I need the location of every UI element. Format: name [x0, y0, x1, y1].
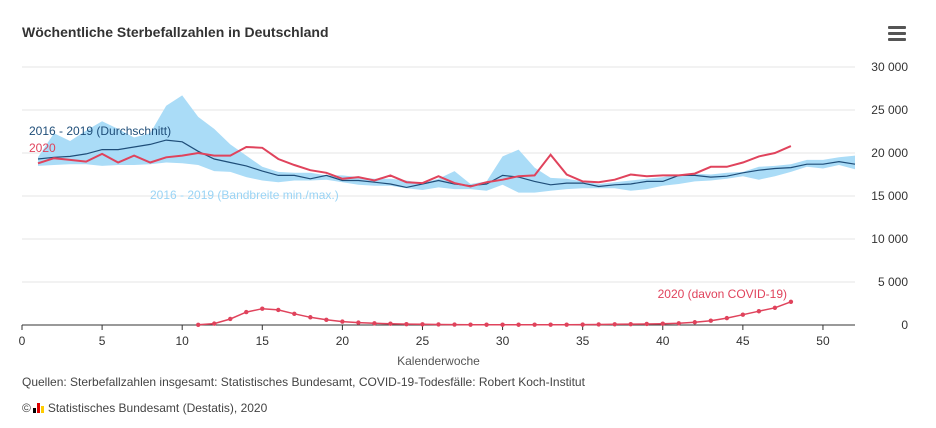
annotation-band: 2016 - 2019 (Bandbreite min./max.) — [150, 188, 339, 202]
covid-data-point — [660, 321, 665, 326]
covid-data-point — [340, 319, 345, 324]
covid-data-point — [628, 321, 633, 327]
destatis-logo-icon — [32, 403, 45, 413]
x-tick-label: 0 — [19, 334, 26, 348]
covid-data-point — [228, 316, 233, 322]
covid-data-point — [452, 322, 457, 327]
covid-data-point — [532, 322, 537, 327]
x-tick-label: 10 — [176, 334, 190, 348]
y-tick-label: 0 — [901, 318, 908, 332]
covid-data-point — [724, 315, 730, 321]
copyright-text: Statistisches Bundesamt (Destatis), 2020 — [47, 401, 268, 415]
covid-data-point — [356, 320, 361, 325]
covid-data-point — [212, 321, 217, 326]
covid-data-point — [756, 309, 762, 314]
covid-data-point — [564, 322, 569, 327]
copyright-note: © Statistisches Bundesamt (Destatis), 20… — [22, 401, 267, 415]
covid-data-point — [676, 321, 681, 326]
covid-data-point — [484, 322, 489, 327]
covid-data-point — [436, 322, 441, 327]
covid-data-point — [324, 317, 329, 323]
x-tick-label: 35 — [576, 334, 590, 348]
x-tick-label: 15 — [256, 334, 270, 348]
covid-data-point — [516, 322, 521, 327]
y-tick-label: 25 000 — [871, 103, 908, 117]
covid-data-point — [388, 321, 393, 326]
annotation-2020: 2020 — [29, 141, 56, 155]
chart-title: Wöchentliche Sterbefallzahlen in Deutsch… — [22, 24, 329, 40]
source-note: Quellen: Sterbefallzahlen insgesamt: Sta… — [22, 375, 585, 389]
covid-data-point — [500, 322, 505, 327]
covid-data-point — [260, 306, 265, 311]
covid-data-point — [612, 322, 617, 327]
x-tick-label: 20 — [336, 334, 350, 348]
y-tick-label: 15 000 — [871, 189, 908, 203]
series-line-average — [37, 139, 856, 189]
covid-data-point — [708, 318, 714, 323]
x-axis-title: Kalenderwoche — [397, 354, 480, 368]
covid-data-point — [276, 307, 281, 313]
y-tick-label: 20 000 — [871, 146, 908, 160]
covid-data-point — [468, 322, 473, 327]
covid-data-point — [740, 312, 746, 317]
series-line-2020 — [37, 145, 792, 188]
y-tick-label: 30 000 — [871, 60, 908, 74]
series-line-covid — [198, 301, 792, 326]
covid-data-point — [692, 320, 698, 325]
covid-data-point — [548, 322, 553, 327]
covid-data-point — [788, 299, 794, 304]
covid-data-point — [420, 322, 425, 327]
copyright-symbol: © — [22, 401, 31, 415]
x-tick-label: 30 — [496, 334, 510, 348]
menu-bar — [888, 26, 906, 29]
x-tick-label: 5 — [99, 334, 106, 348]
series-band-min-max — [38, 95, 855, 193]
y-tick-label: 10 000 — [871, 232, 908, 246]
annotation-average: 2016 - 2019 (Durchschnitt) — [29, 124, 171, 138]
covid-data-point — [644, 321, 649, 327]
covid-data-point — [772, 305, 778, 310]
x-tick-label: 40 — [656, 334, 670, 348]
covid-data-point — [580, 322, 585, 327]
y-tick-label: 5 000 — [878, 275, 908, 289]
menu-bar — [888, 38, 906, 41]
covid-data-point — [196, 322, 201, 328]
covid-data-point — [292, 311, 297, 317]
annotation-covid: 2020 (davon COVID-19) — [658, 287, 787, 301]
covid-data-point — [308, 315, 313, 320]
menu-bar — [888, 32, 906, 35]
x-tick-label: 25 — [416, 334, 430, 348]
covid-data-point — [244, 309, 249, 315]
x-tick-label: 45 — [736, 334, 750, 348]
x-tick-label: 50 — [816, 334, 830, 348]
covid-data-point — [404, 321, 409, 327]
covid-data-point — [596, 322, 601, 327]
covid-data-point — [372, 321, 377, 326]
hamburger-menu-icon[interactable] — [888, 26, 906, 42]
